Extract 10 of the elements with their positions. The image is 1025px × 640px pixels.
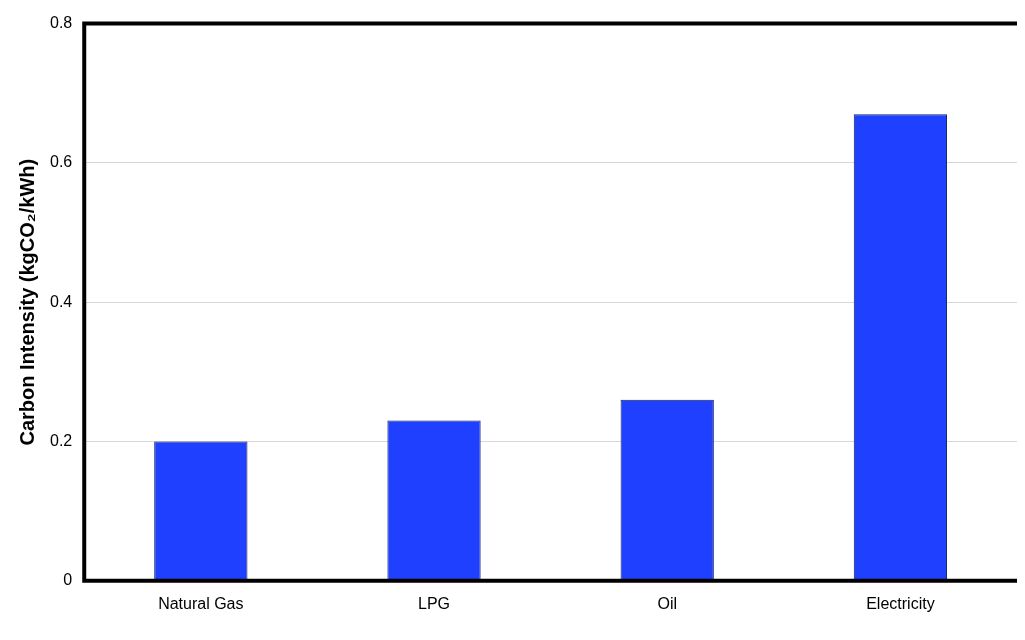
y-tick-label: 0.6 (49, 153, 73, 171)
y-tick-label: 0.8 (49, 14, 73, 32)
x-tick-label: Natural Gas (158, 594, 244, 612)
y-tick-label: 0.2 (49, 431, 73, 449)
y-axis-title: Carbon Intensity (kgCO₂/kWh) (15, 158, 38, 446)
y-tick-label: 0.4 (49, 292, 73, 310)
x-tick-label: Oil (657, 594, 677, 612)
x-tick-label: LPG (418, 594, 451, 612)
y-tick-label: 0 (63, 571, 73, 589)
x-tick-label: Electricity (866, 594, 935, 612)
